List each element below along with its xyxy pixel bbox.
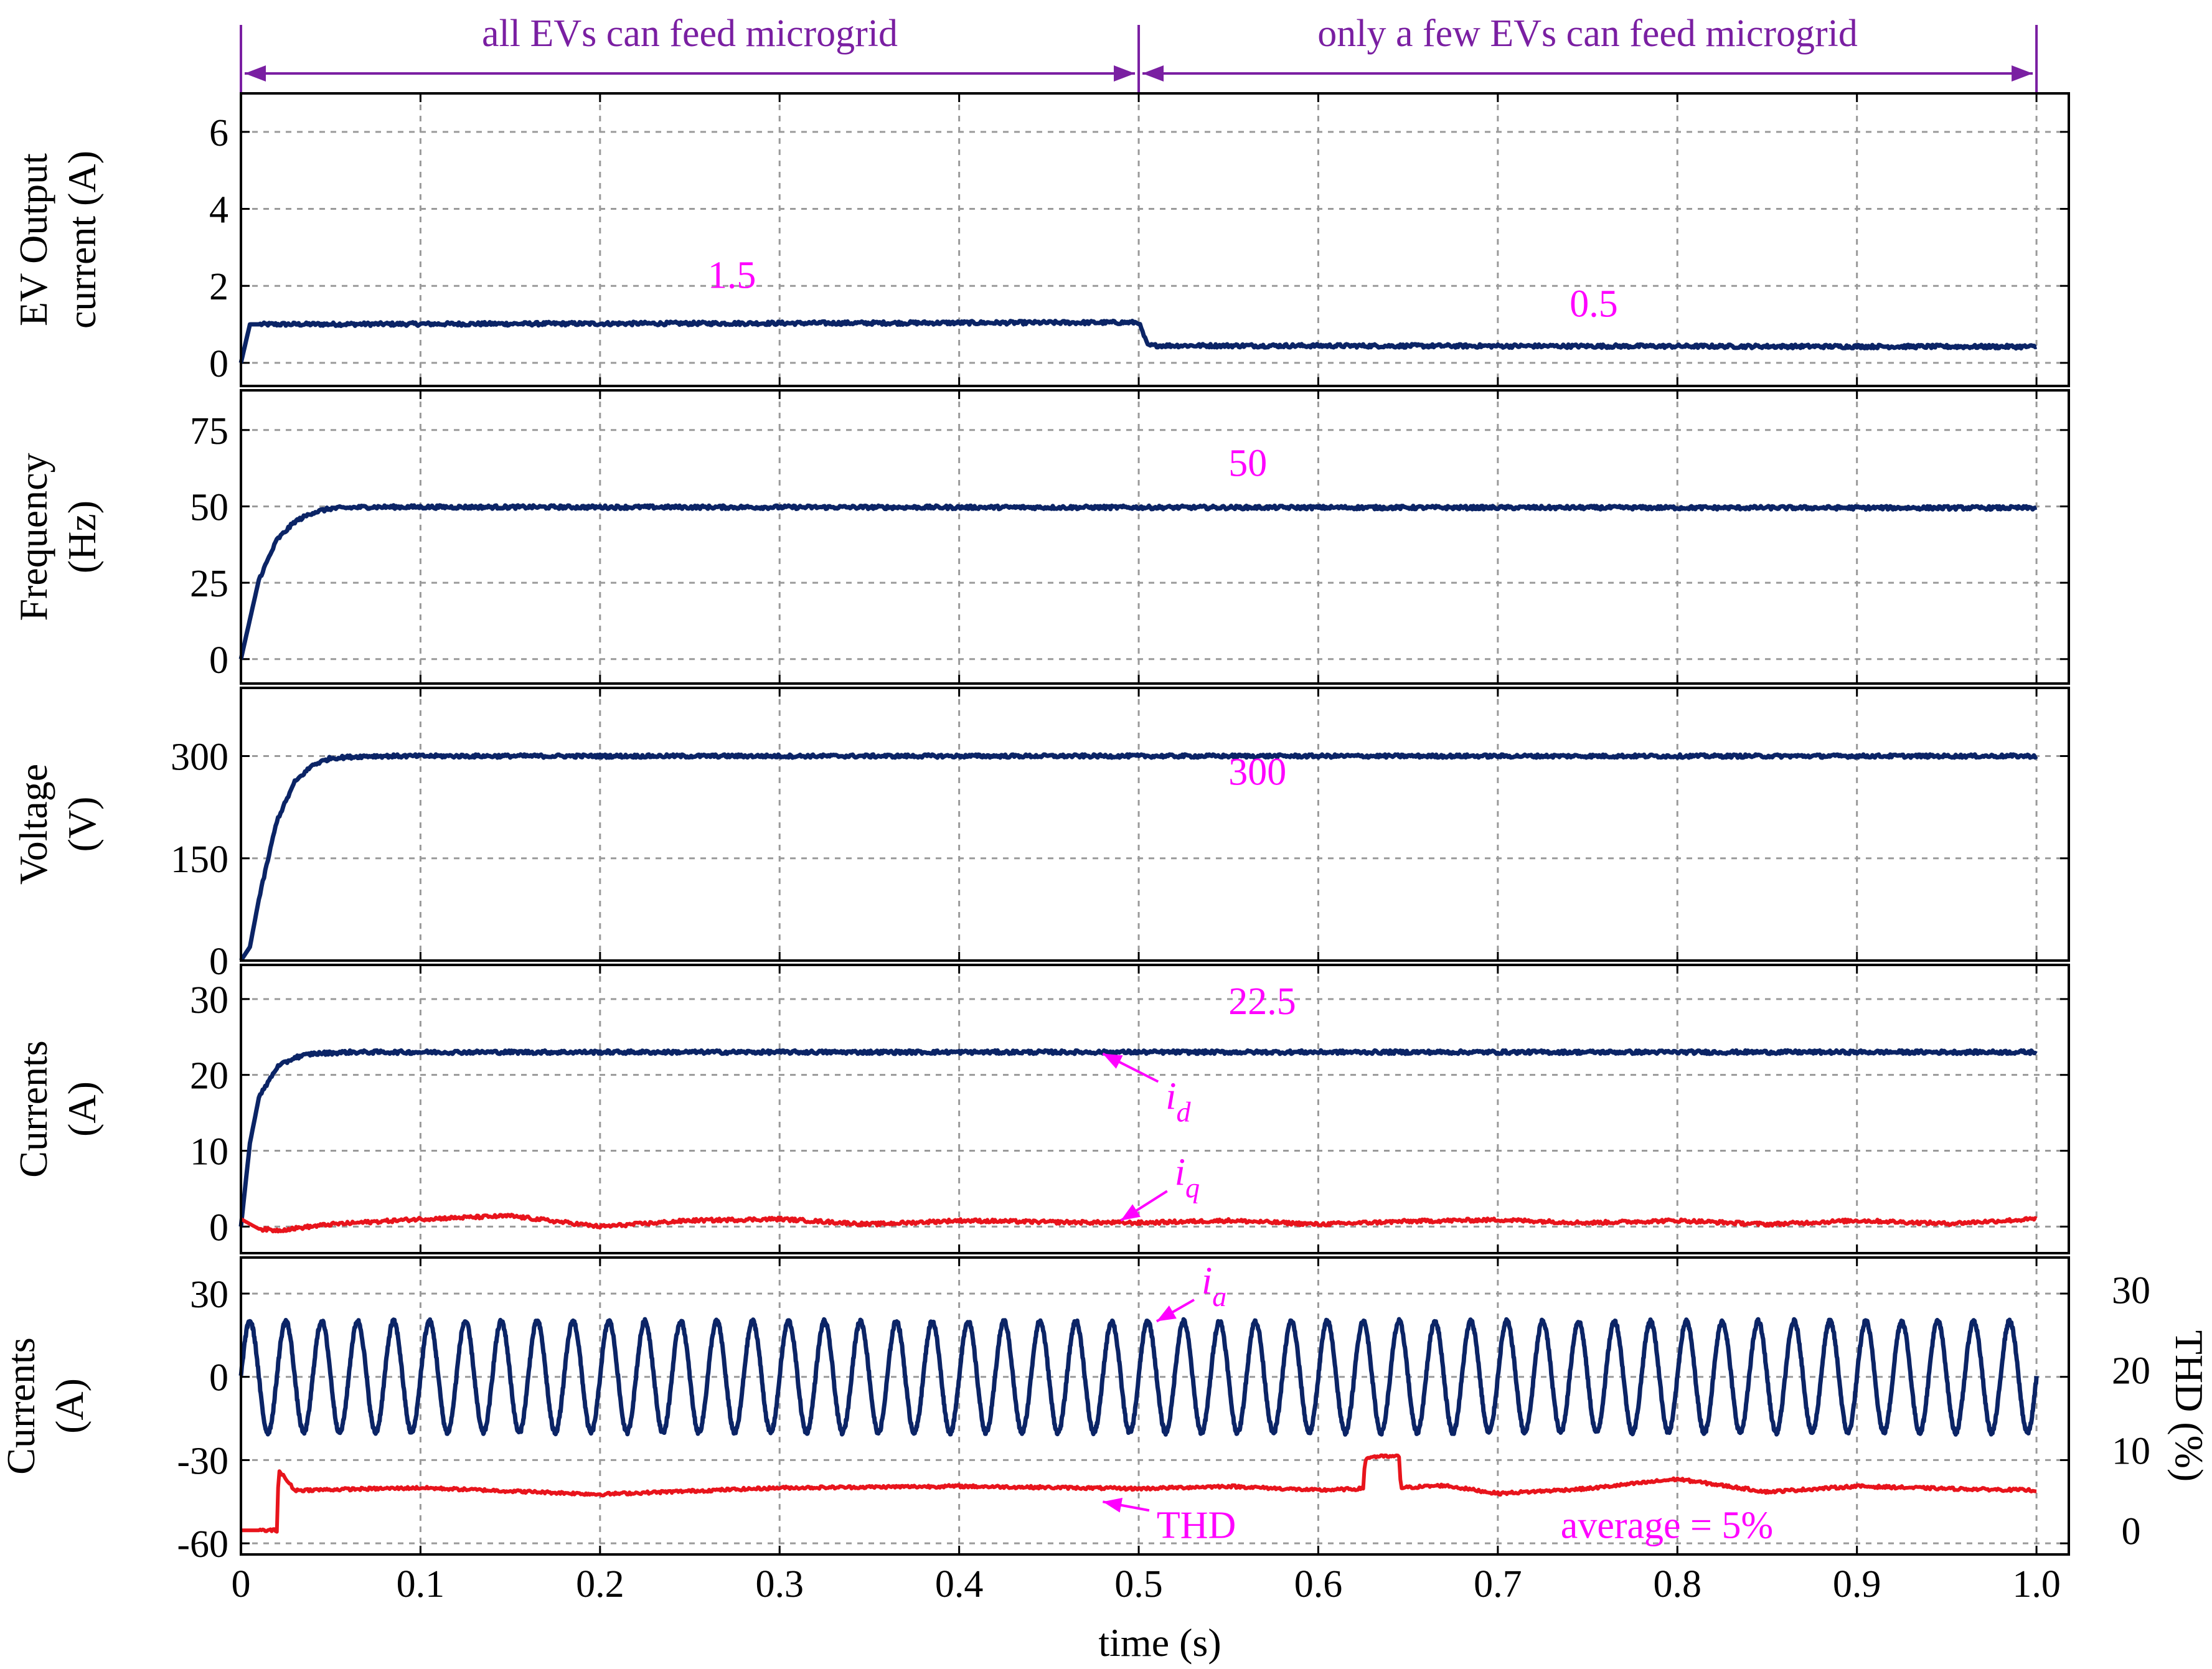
phase-label-1: all EVs can feed microgrid bbox=[482, 12, 898, 55]
annotation-label: 300 bbox=[1228, 751, 1286, 793]
series-line-ia bbox=[238, 1317, 2039, 1437]
panel-1: 0 2 4 6 EV Output current (A) 1.5 0.5 bbox=[11, 92, 2070, 387]
y-axis-label: (Hz) bbox=[60, 501, 104, 573]
y-tick-label: 10 bbox=[190, 1131, 228, 1173]
series-line-THD bbox=[240, 1453, 2037, 1534]
y-tick-label: 75 bbox=[190, 410, 228, 453]
y-right-tick-label: 10 bbox=[2112, 1430, 2150, 1472]
y-tick-label: 30 bbox=[190, 1274, 228, 1316]
y-tick-label: 6 bbox=[209, 112, 228, 154]
panel-frame bbox=[240, 687, 2070, 962]
y-tick-label: 50 bbox=[190, 486, 228, 529]
annotation-subscript: d bbox=[1177, 1096, 1192, 1128]
panel-3: 0 150 300 Voltage (V) 300 bbox=[11, 687, 2070, 983]
series-line-id bbox=[238, 1048, 2038, 1227]
x-tick-label: 0 bbox=[232, 1563, 251, 1606]
annotation-label: 22.5 bbox=[1228, 980, 1296, 1023]
annotation-arrowhead bbox=[1103, 1053, 1123, 1069]
annotation-label: average = 5% bbox=[1561, 1504, 1773, 1546]
annotation-label: iq bbox=[1175, 1151, 1200, 1203]
series-line bbox=[238, 318, 2038, 364]
x-tick-label: 0.8 bbox=[1654, 1563, 1702, 1606]
y-right-axis-label: THD (%) bbox=[2167, 1330, 2211, 1482]
y-tick-label: 0 bbox=[209, 1206, 228, 1249]
y-axis-label: current (A) bbox=[60, 151, 104, 329]
y-tick-label: 2 bbox=[209, 266, 228, 308]
x-axis-label: time (s) bbox=[1098, 1620, 1221, 1665]
annotation-arrowhead bbox=[1103, 1498, 1123, 1513]
y-axis-label: Frequency bbox=[11, 453, 55, 621]
y-tick-label: 0 bbox=[209, 941, 228, 983]
panel-5: -60 -30 0 30 0 10 20 30 THD (%) Currents (A) ia THD a… bbox=[0, 1256, 2211, 1566]
phase-arrowhead-left-1 bbox=[245, 65, 266, 82]
panel-frame bbox=[240, 1256, 2070, 1556]
phase-arrowhead-right-1 bbox=[1114, 65, 1136, 82]
panel-frame bbox=[240, 964, 2070, 1254]
series-line bbox=[238, 503, 2038, 660]
annotation-subscript: a bbox=[1212, 1281, 1226, 1312]
x-tick-label: 0.6 bbox=[1294, 1563, 1343, 1606]
annotation-label: 0.5 bbox=[1570, 283, 1618, 326]
annotation-label: 1.5 bbox=[708, 254, 756, 296]
y-axis-label: EV Output bbox=[11, 153, 55, 326]
annotation-arrowhead bbox=[1156, 1305, 1177, 1322]
annotation-main-text: i bbox=[1165, 1076, 1176, 1118]
x-axis: time (s) 0 0.1 0.2 0.3 0.4 0.5 0.6 0.7 0.8 0.9 1.0 bbox=[232, 1563, 2061, 1665]
panel-frame bbox=[240, 92, 2070, 387]
y-tick-label: 0 bbox=[209, 1357, 228, 1399]
y-axis-label: (A) bbox=[47, 1378, 92, 1434]
x-tick-label: 0.2 bbox=[576, 1563, 624, 1606]
y-tick-label: 30 bbox=[190, 979, 228, 1022]
x-tick-label: 0.3 bbox=[755, 1563, 804, 1606]
y-right-tick-label: 0 bbox=[2122, 1510, 2141, 1553]
y-right-tick-label: 30 bbox=[2112, 1270, 2150, 1312]
y-tick-label: 20 bbox=[190, 1055, 228, 1098]
x-tick-label: 0.9 bbox=[1833, 1563, 1881, 1606]
annotation-label: ia bbox=[1202, 1260, 1226, 1312]
y-axis-label: (V) bbox=[60, 797, 104, 852]
phase-arrowhead-left-2 bbox=[1142, 65, 1164, 82]
y-right-tick-label: 20 bbox=[2112, 1350, 2150, 1392]
panel-2: 0 25 50 75 Frequency (Hz) 50 bbox=[11, 389, 2070, 685]
y-tick-label: 150 bbox=[171, 839, 228, 881]
annotation-subscript: q bbox=[1185, 1172, 1200, 1203]
series-line-iq bbox=[240, 1213, 2038, 1234]
panels: 0 2 4 6 EV Output current (A) 1.5 0.5 0 25 50 75 Fre… bbox=[0, 92, 2211, 1566]
y-axis-label: Voltage bbox=[11, 764, 55, 885]
annotation-main-text: i bbox=[1202, 1260, 1212, 1302]
y-axis-label: Currents bbox=[11, 1040, 55, 1177]
annotation-main-text: i bbox=[1175, 1151, 1185, 1193]
annotation-label: 50 bbox=[1228, 442, 1267, 484]
series-line bbox=[239, 752, 2038, 962]
x-tick-label: 0.4 bbox=[935, 1563, 984, 1606]
y-tick-label: 300 bbox=[171, 736, 228, 779]
phase-arrowhead-right-2 bbox=[2012, 65, 2033, 82]
y-tick-label: 25 bbox=[190, 563, 228, 605]
x-tick-label: 0.5 bbox=[1114, 1563, 1163, 1606]
x-tick-label: 0.7 bbox=[1474, 1563, 1522, 1606]
y-tick-label: 4 bbox=[209, 189, 228, 232]
y-tick-label: -60 bbox=[177, 1523, 228, 1566]
y-axis-label: Currents bbox=[0, 1337, 43, 1474]
phase-indicator: all EVs can feed microgrid only a few EVs… bbox=[240, 12, 2038, 93]
phase-label-2: only a few EVs can feed microgrid bbox=[1317, 12, 1858, 55]
annotation-arrowhead bbox=[1121, 1204, 1141, 1221]
panel-frame bbox=[240, 389, 2070, 685]
y-tick-label: 0 bbox=[209, 343, 228, 385]
x-tick-label: 0.1 bbox=[397, 1563, 445, 1606]
annotation-label: THD bbox=[1157, 1504, 1236, 1546]
annotation-label: id bbox=[1165, 1076, 1191, 1128]
y-axis-label: (A) bbox=[60, 1081, 104, 1137]
y-tick-label: 0 bbox=[209, 639, 228, 682]
x-tick-label: 1.0 bbox=[2012, 1563, 2061, 1606]
y-tick-label: -30 bbox=[177, 1440, 228, 1482]
